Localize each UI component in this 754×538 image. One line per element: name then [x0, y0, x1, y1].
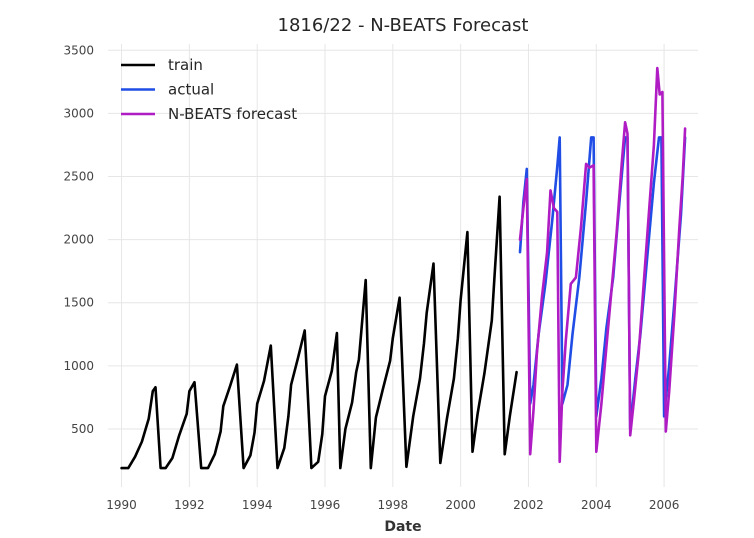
x-tick-label: 2006: [649, 498, 680, 512]
legend-label: actual: [168, 81, 214, 99]
legend-label: train: [168, 56, 203, 74]
x-tick-label: 1998: [378, 498, 409, 512]
y-tick-label: 3000: [63, 106, 94, 120]
chart-title: 1816/22 - N-BEATS Forecast: [278, 15, 529, 36]
x-axis-label: Date: [384, 519, 421, 535]
x-tick-label: 2004: [581, 498, 612, 512]
tick-layer: 1990 1992 1994 1996 1998 2000 2002 2004 2006 500 1…: [63, 43, 679, 512]
y-tick-label: 3500: [63, 43, 94, 57]
x-tick-label: 1996: [310, 498, 341, 512]
series-line-n-beats-forecast: [518, 66, 687, 464]
legend: train actual N-BEATS forecast: [121, 56, 297, 123]
series-line-train: [120, 195, 518, 470]
y-tick-label: 2000: [63, 233, 94, 247]
x-tick-label: 1990: [106, 498, 137, 512]
series-layer: [120, 66, 687, 470]
y-tick-label: 500: [71, 422, 94, 436]
x-tick-label: 1994: [242, 498, 273, 512]
legend-label: N-BEATS forecast: [168, 105, 297, 123]
grid-layer: [108, 44, 698, 487]
y-tick-label: 1000: [63, 359, 94, 373]
y-tick-label: 2500: [63, 170, 94, 184]
x-tick-label: 2002: [513, 498, 544, 512]
series-line-actual: [518, 136, 687, 431]
x-tick-label: 1992: [174, 498, 205, 512]
y-tick-label: 1500: [63, 296, 94, 310]
x-tick-label: 2000: [445, 498, 476, 512]
